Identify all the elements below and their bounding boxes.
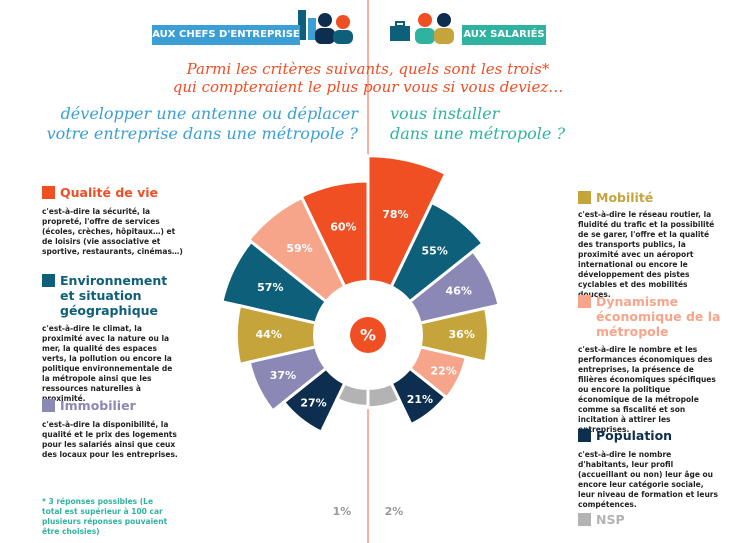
value-label: 36%: [449, 328, 475, 341]
legend-swatch: [42, 399, 55, 412]
center-symbol: %: [360, 326, 376, 345]
value-label: 21%: [407, 393, 433, 406]
subtitle: vous installer dans une métropole ?: [390, 104, 565, 144]
legend-title: Qualité de vie: [42, 185, 190, 200]
segment: [367, 306, 490, 364]
legend-title: NSP: [578, 512, 726, 527]
value-label: 2%: [385, 505, 404, 518]
legend-title: Environnement et situation géographique: [42, 273, 185, 318]
legend-swatch: [578, 429, 591, 442]
illustration: [298, 10, 454, 44]
legend-description: c'est-à-dire la sécurité, la propreté, l…: [42, 207, 183, 256]
subtitle-line: dans une métropole ?: [390, 124, 566, 143]
value-label: 57%: [257, 281, 283, 294]
footnote: * 3 réponses possibles (Le total est sup…: [42, 497, 168, 536]
value-label: 37%: [270, 369, 296, 382]
center-badge: [350, 317, 386, 353]
legend-swatch: [578, 513, 591, 526]
value-label: 60%: [330, 220, 356, 233]
value-label: 78%: [382, 208, 408, 221]
value-label: 22%: [430, 364, 456, 377]
legend-title: Population: [578, 428, 726, 443]
legend-title: Immobilier: [42, 398, 190, 413]
subtitle-line: votre entreprise dans une métropole ?: [46, 124, 358, 143]
legend-description: c'est-à-dire le réseau routier, la fluid…: [578, 210, 715, 299]
segment: [234, 303, 369, 367]
legend-title: Mobilité: [578, 190, 726, 205]
legend-description: c'est-à-dire le climat, la proximité ave…: [42, 324, 173, 403]
question: Parmi les critères suivants, quels sont …: [186, 60, 550, 78]
value-label: 55%: [422, 244, 448, 257]
subtitle: développer une antenne ou déplacer votre …: [47, 104, 358, 144]
value-label: 1%: [333, 505, 352, 518]
badge: AUX SALARIÉS: [462, 25, 546, 45]
legend-swatch: [578, 191, 591, 204]
badge: AUX CHEFS D'ENTREPRISE: [152, 25, 300, 45]
subtitle-line: vous installer: [390, 104, 500, 123]
legend-description: c'est-à-dire le nombre et les performanc…: [578, 345, 716, 434]
legend-swatch: [42, 274, 55, 287]
question: qui compteraient le plus pour vous si vo…: [172, 78, 564, 96]
value-label: 44%: [256, 328, 282, 341]
legend-description: c'est-à-dire la disponibilité, la qualit…: [42, 420, 178, 459]
subtitle-line: développer une antenne ou déplacer: [60, 104, 358, 123]
value-label: 27%: [300, 396, 326, 409]
legend-swatch: [578, 295, 591, 308]
legend-title: Dynamisme économique de la métropole: [578, 294, 726, 339]
value-label: 46%: [446, 284, 472, 297]
value-label: 59%: [286, 242, 312, 255]
legend-description: c'est-à-dire le nombre d'habitants, leur…: [578, 450, 718, 509]
legend-swatch: [42, 186, 55, 199]
